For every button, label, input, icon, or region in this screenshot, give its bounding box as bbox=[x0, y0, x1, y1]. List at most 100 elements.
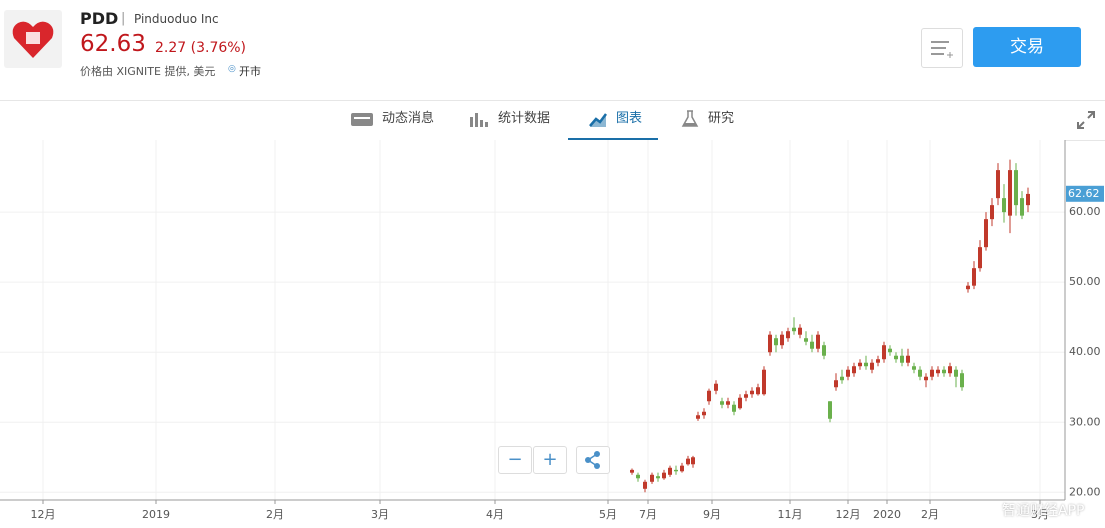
candle-body bbox=[780, 334, 784, 346]
candle-body bbox=[984, 219, 988, 248]
candle-body bbox=[822, 345, 826, 356]
candle-body bbox=[650, 474, 654, 482]
candle-body bbox=[1008, 170, 1012, 216]
separator: | bbox=[121, 11, 126, 26]
tab-label: 动态消息 bbox=[382, 111, 435, 126]
x-tick-label: 2020 bbox=[873, 508, 901, 521]
candle-body bbox=[942, 369, 946, 374]
logo-icon bbox=[12, 21, 54, 59]
list-icon bbox=[931, 41, 953, 58]
candle-body bbox=[924, 376, 928, 381]
candle-body bbox=[810, 341, 814, 349]
zoom-out-button[interactable]: − bbox=[498, 446, 532, 474]
candle-body bbox=[900, 355, 904, 363]
watchlist-button[interactable] bbox=[921, 28, 963, 68]
candle-body bbox=[972, 268, 976, 286]
candle-body bbox=[888, 348, 892, 353]
candle-body bbox=[750, 390, 754, 395]
x-tick-label: 12月 bbox=[31, 508, 56, 521]
tab-label: 图表 bbox=[616, 111, 643, 126]
logo bbox=[4, 10, 62, 68]
tab[interactable]: 统计数据 bbox=[468, 100, 550, 140]
watermark: 智通财经APP bbox=[1002, 503, 1085, 519]
tab[interactable]: 动态消息 bbox=[350, 100, 434, 140]
candle-body bbox=[656, 476, 660, 479]
share-button[interactable] bbox=[576, 446, 610, 474]
company-name: Pinduoduo Inc bbox=[134, 12, 219, 26]
tab-bar: 动态消息 统计数据 图表 研究 bbox=[0, 100, 1105, 141]
candle-body bbox=[636, 474, 640, 479]
candle-body bbox=[840, 376, 844, 381]
x-tick-label: 9月 bbox=[703, 508, 721, 521]
x-tick-label: 5月 bbox=[599, 508, 617, 521]
candle-body bbox=[662, 472, 666, 479]
candle-body bbox=[960, 373, 964, 388]
expand-icon[interactable] bbox=[1076, 110, 1096, 130]
candle-body bbox=[894, 355, 898, 360]
tab-label: 统计数据 bbox=[498, 111, 551, 126]
candle-body bbox=[774, 338, 778, 346]
candle-body bbox=[786, 331, 790, 339]
candle-body bbox=[930, 369, 934, 377]
candle-body bbox=[744, 394, 748, 398]
y-tick-label: 40.00 bbox=[1069, 345, 1101, 358]
candle-body bbox=[816, 334, 820, 349]
candle-body bbox=[1014, 170, 1018, 206]
tab-label: 研究 bbox=[708, 111, 735, 126]
trade-button[interactable]: 交易 bbox=[973, 27, 1081, 67]
last-price-label: 62.62 bbox=[1068, 187, 1100, 200]
zoom-in-button[interactable]: + bbox=[533, 446, 567, 474]
chart: 20.00 30.00 40.00 50.00 60.00 12月 2019 2月 3月 4月 5月… bbox=[0, 140, 1104, 521]
price: 62.63 bbox=[80, 31, 146, 57]
candle-body bbox=[858, 362, 862, 367]
candle-body bbox=[714, 383, 718, 391]
candle-body bbox=[738, 397, 742, 409]
price-source: 价格由 XIGNITE 提供, 美元 bbox=[80, 65, 216, 78]
y-tick-label: 30.00 bbox=[1069, 415, 1101, 428]
x-tick-label: 3月 bbox=[1031, 508, 1049, 521]
candle-body bbox=[720, 401, 724, 405]
x-tick-label: 11月 bbox=[778, 508, 803, 521]
candle-body bbox=[691, 457, 695, 465]
x-tick-label: 2月 bbox=[266, 508, 284, 521]
share-icon bbox=[585, 451, 600, 469]
y-tick-label: 20.00 bbox=[1069, 485, 1101, 498]
candle-body bbox=[852, 366, 856, 374]
candle-body bbox=[864, 362, 868, 367]
x-tick-label: 2月 bbox=[921, 508, 939, 521]
candle-body bbox=[966, 285, 970, 290]
candle-body bbox=[643, 481, 647, 489]
candle-body bbox=[707, 390, 711, 402]
candle-body bbox=[798, 327, 802, 335]
tab[interactable]: 研究 bbox=[680, 100, 734, 140]
candle-body bbox=[906, 355, 910, 363]
candle-body bbox=[948, 366, 952, 374]
candle-body bbox=[792, 327, 796, 332]
candle-body bbox=[1002, 198, 1006, 213]
candle-body bbox=[1020, 198, 1024, 216]
candle-body bbox=[762, 369, 766, 395]
candle-body bbox=[834, 380, 838, 388]
x-tick-label: 7月 bbox=[639, 508, 657, 521]
x-tick-label: 12月 bbox=[836, 508, 861, 521]
candle-body bbox=[686, 458, 690, 465]
candle-body bbox=[912, 366, 916, 370]
candle-body bbox=[846, 369, 850, 377]
candle-body bbox=[702, 411, 706, 416]
candle-body bbox=[680, 465, 684, 472]
tab-icon bbox=[681, 109, 699, 127]
x-tick-label: 2019 bbox=[142, 508, 170, 521]
tab-icon bbox=[470, 112, 488, 127]
candle-body bbox=[732, 404, 736, 412]
candle-body bbox=[674, 469, 678, 472]
candle-body bbox=[804, 338, 808, 342]
candle-body bbox=[630, 469, 634, 473]
tab-active[interactable]: 图表 bbox=[568, 100, 658, 140]
candle-body bbox=[918, 369, 922, 377]
candle-body bbox=[726, 401, 730, 405]
price-change: 2.27 (3.76%) bbox=[155, 40, 247, 56]
candle-body bbox=[996, 170, 1000, 199]
candle-body bbox=[990, 205, 994, 220]
y-tick-label: 60.00 bbox=[1069, 205, 1101, 218]
plot-background bbox=[0, 140, 1065, 500]
